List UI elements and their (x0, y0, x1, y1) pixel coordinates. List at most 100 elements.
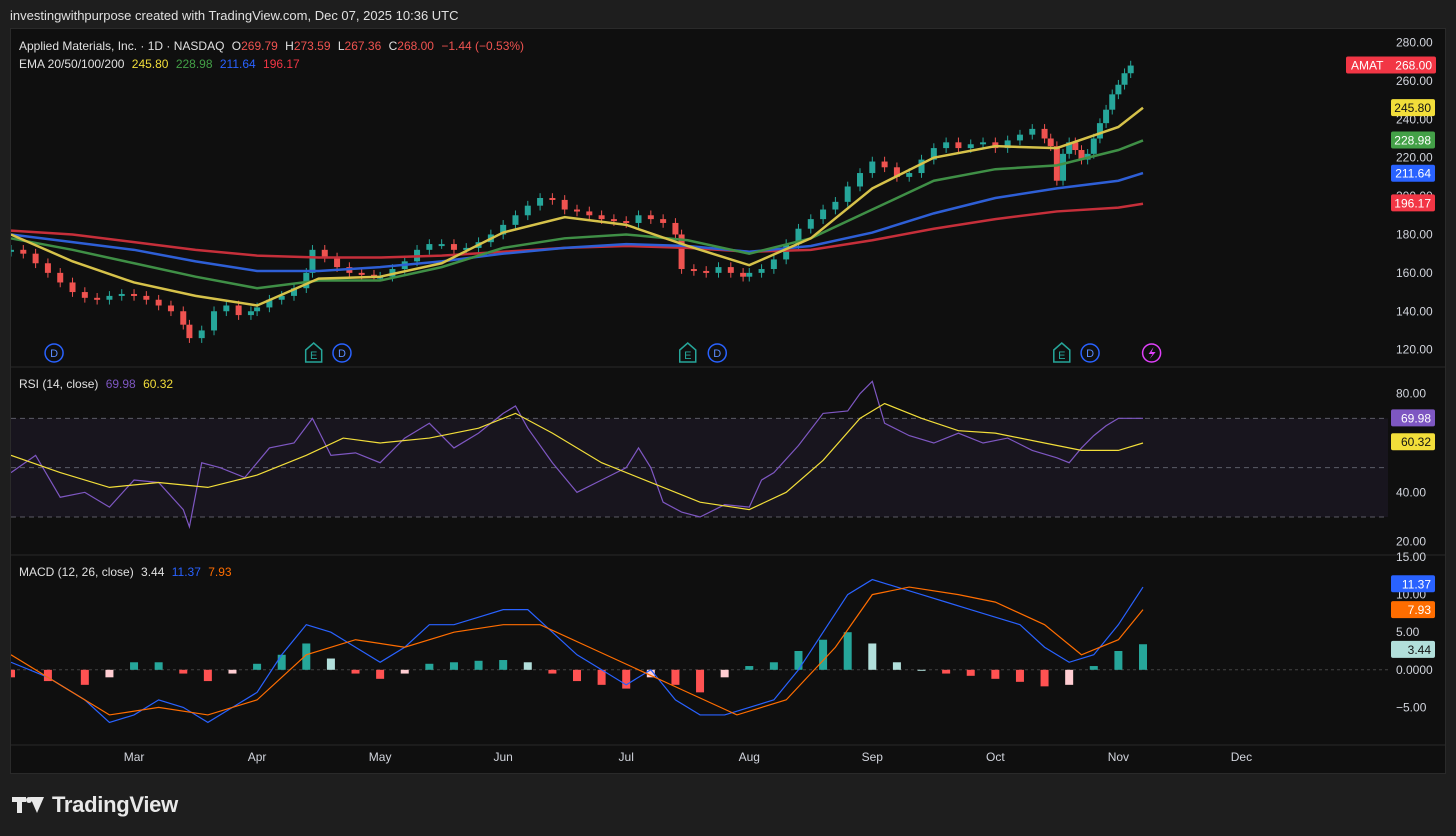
earnings-marker-letter: E (1058, 350, 1065, 362)
candle-body (598, 215, 605, 220)
macd-histogram-bar (80, 669, 89, 685)
price-tag: 211.64 (1391, 164, 1435, 182)
candle-body (918, 159, 925, 174)
price-tag: 245.80 (1391, 99, 1435, 117)
candle-body (549, 198, 556, 200)
candle-body (746, 272, 753, 277)
symbol-title[interactable]: Applied Materials, Inc. · 1D · NASDAQ (19, 39, 225, 53)
price-legend: Applied Materials, Inc. · 1D · NASDAQ O2… (19, 39, 528, 53)
macd-label[interactable]: MACD (12, 26, close) (19, 565, 134, 579)
candle-body (930, 148, 937, 160)
candle-body (1103, 109, 1110, 124)
macd-tag: 7.93 (1391, 601, 1435, 619)
price-tag-bg (1391, 99, 1435, 117)
time-axis-tick-label: Nov (1108, 750, 1129, 764)
candle-body (143, 295, 150, 300)
candle-body (980, 142, 987, 145)
open-value: 269.79 (241, 39, 278, 53)
macd-histogram-bar (203, 669, 212, 682)
candle-body (500, 224, 507, 235)
candle-body (727, 267, 734, 273)
candle-body (426, 244, 433, 250)
chart-frame: 120.00140.00160.00180.00200.00220.00240.… (10, 28, 1446, 774)
time-axis-tick-label: Jun (493, 750, 512, 764)
time-axis-tick-label: Oct (986, 750, 1005, 764)
candle-body (1121, 73, 1128, 85)
macd-histogram-bar (966, 669, 975, 676)
macd-histogram-bar (277, 654, 286, 670)
ema-legend: EMA 20/50/100/200 245.80 228.98 211.64 1… (19, 57, 304, 71)
macd-histogram-bar (11, 669, 15, 678)
macd-histogram-bar (696, 669, 705, 693)
close-value: 268.00 (397, 39, 434, 53)
chart-canvas[interactable]: 120.00140.00160.00180.00200.00220.00240.… (11, 29, 1445, 773)
time-axis-tick-label: Mar (124, 750, 145, 764)
price-tag-bg (1391, 194, 1435, 212)
candle-body (1090, 138, 1097, 154)
candle-body (881, 161, 888, 168)
candle-body (186, 324, 193, 339)
rsi-label[interactable]: RSI (14, close) (19, 377, 99, 391)
candle-body (635, 215, 642, 223)
macd-tag-text: 11.37 (1402, 577, 1431, 591)
macd-histogram-bar (449, 662, 458, 670)
candle-body (623, 221, 630, 224)
earnings-marker-letter: E (310, 350, 317, 362)
open-label: O (231, 39, 242, 53)
candle-body (1041, 128, 1048, 139)
price-tag-bg (1391, 164, 1435, 182)
candle-body (1047, 138, 1054, 147)
ema-label[interactable]: EMA 20/50/100/200 (19, 57, 125, 71)
ema20-line (11, 106, 1144, 307)
candle-body (118, 293, 125, 296)
earnings-marker-icon (678, 342, 697, 363)
time-axis-tick-label: Aug (739, 750, 760, 764)
price-axis-tick-label: 160.00 (1396, 266, 1433, 280)
macd-histogram-bar (376, 669, 385, 679)
macd-histogram-bar (351, 669, 360, 674)
macd-histogram-bar (942, 669, 951, 674)
candle-body (610, 219, 617, 222)
candle-body (463, 247, 470, 250)
candle-body (32, 253, 39, 264)
price-axis-tick-label: 280.00 (1396, 36, 1433, 50)
rsi-axis-tick-label: 20.00 (1396, 535, 1426, 549)
price-tag-text: 228.98 (1394, 133, 1431, 147)
price-tag-text: 268.00 (1395, 59, 1432, 73)
price-tag-bg (1346, 56, 1436, 74)
macd-histogram-bar (573, 669, 581, 682)
rsi-value: 69.98 (105, 377, 136, 391)
earnings-marker-icon (1053, 342, 1071, 363)
candle-body (44, 263, 51, 273)
macd-histogram-bar (991, 669, 1000, 679)
candle-body (1029, 128, 1036, 135)
macd-histogram-bar (646, 669, 655, 678)
price-axis-tick-label: 220.00 (1396, 151, 1433, 165)
macd-histogram-bar (794, 651, 803, 670)
candle-body (906, 173, 913, 177)
rsi-tag: 69.98 (1391, 409, 1435, 427)
candle-body (11, 249, 14, 252)
time-axis-tick-label: Sep (862, 750, 884, 764)
macd-tag-text: 7.93 (1408, 603, 1432, 617)
dividend-marker-letter: D (338, 348, 346, 360)
candle-body (155, 299, 162, 306)
macd-histogram-bar (917, 669, 926, 671)
macd-histogram-bar (1114, 651, 1123, 670)
macd-signal-value: 7.93 (208, 565, 232, 579)
bolt-marker-icon (1141, 343, 1162, 363)
candle-body (450, 244, 457, 250)
candle-body (211, 311, 218, 331)
macd-histogram-bar (105, 669, 114, 678)
candle-body (278, 295, 285, 300)
dividend-marker-letter: D (713, 348, 721, 360)
rsi-tag-bg (1391, 409, 1435, 427)
macd-histogram-bar (745, 666, 754, 670)
macd-tag-bg (1391, 601, 1435, 619)
candle-body (844, 186, 851, 202)
price-tag-text: 211.64 (1395, 167, 1431, 181)
price-axis-tick-label: 120.00 (1396, 343, 1433, 357)
candle-body (758, 269, 765, 273)
macd-histogram-bar (326, 658, 335, 670)
price-tag-text: 196.17 (1394, 196, 1431, 210)
